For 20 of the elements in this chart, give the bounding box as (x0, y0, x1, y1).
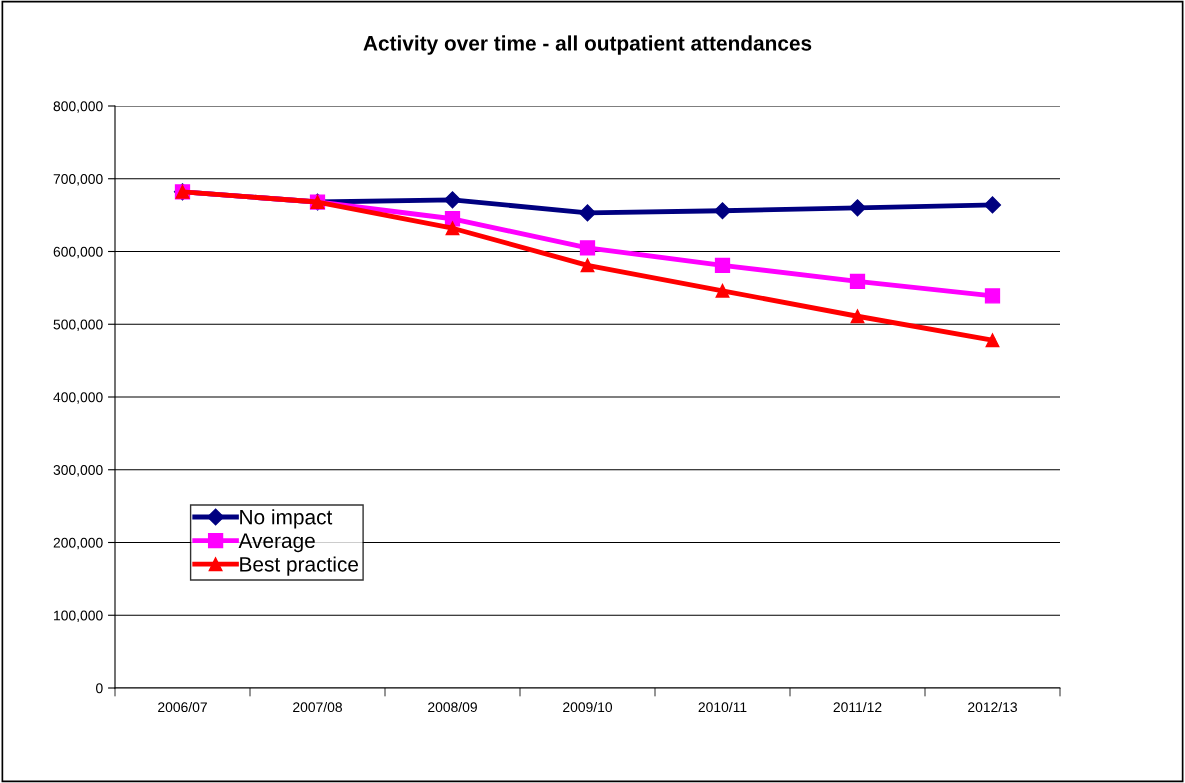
x-tick-label: 2008/09 (428, 701, 477, 713)
legend-label: No impact (240, 509, 333, 529)
x-tick-label: 2011/12 (833, 701, 882, 713)
y-tick-label: 400,000 (53, 392, 103, 404)
y-tick-label: 200,000 (53, 537, 103, 550)
legend-label: Average (238, 533, 315, 553)
x-tick-label: 2012/13 (968, 701, 1017, 713)
x-tick-label: 2010/11 (698, 701, 747, 713)
y-tick-label: 700,000 (53, 174, 103, 186)
x-tick-label: 2006/07 (158, 701, 207, 713)
y-tick-label: 600,000 (53, 246, 103, 259)
y-tick-label: 300,000 (53, 465, 103, 477)
legend-label: Best practice (240, 556, 359, 576)
x-tick-label: 2009/10 (563, 701, 613, 713)
y-tick-label: 500,000 (53, 319, 103, 332)
y-tick-label: 0 (96, 683, 103, 694)
y-tick-label: 800,000 (53, 101, 103, 113)
chart-title: Activity over time - all outpatient attendances (363, 35, 812, 55)
y-tick-label: 100,000 (54, 610, 103, 623)
x-tick-label: 2007/08 (293, 701, 342, 713)
